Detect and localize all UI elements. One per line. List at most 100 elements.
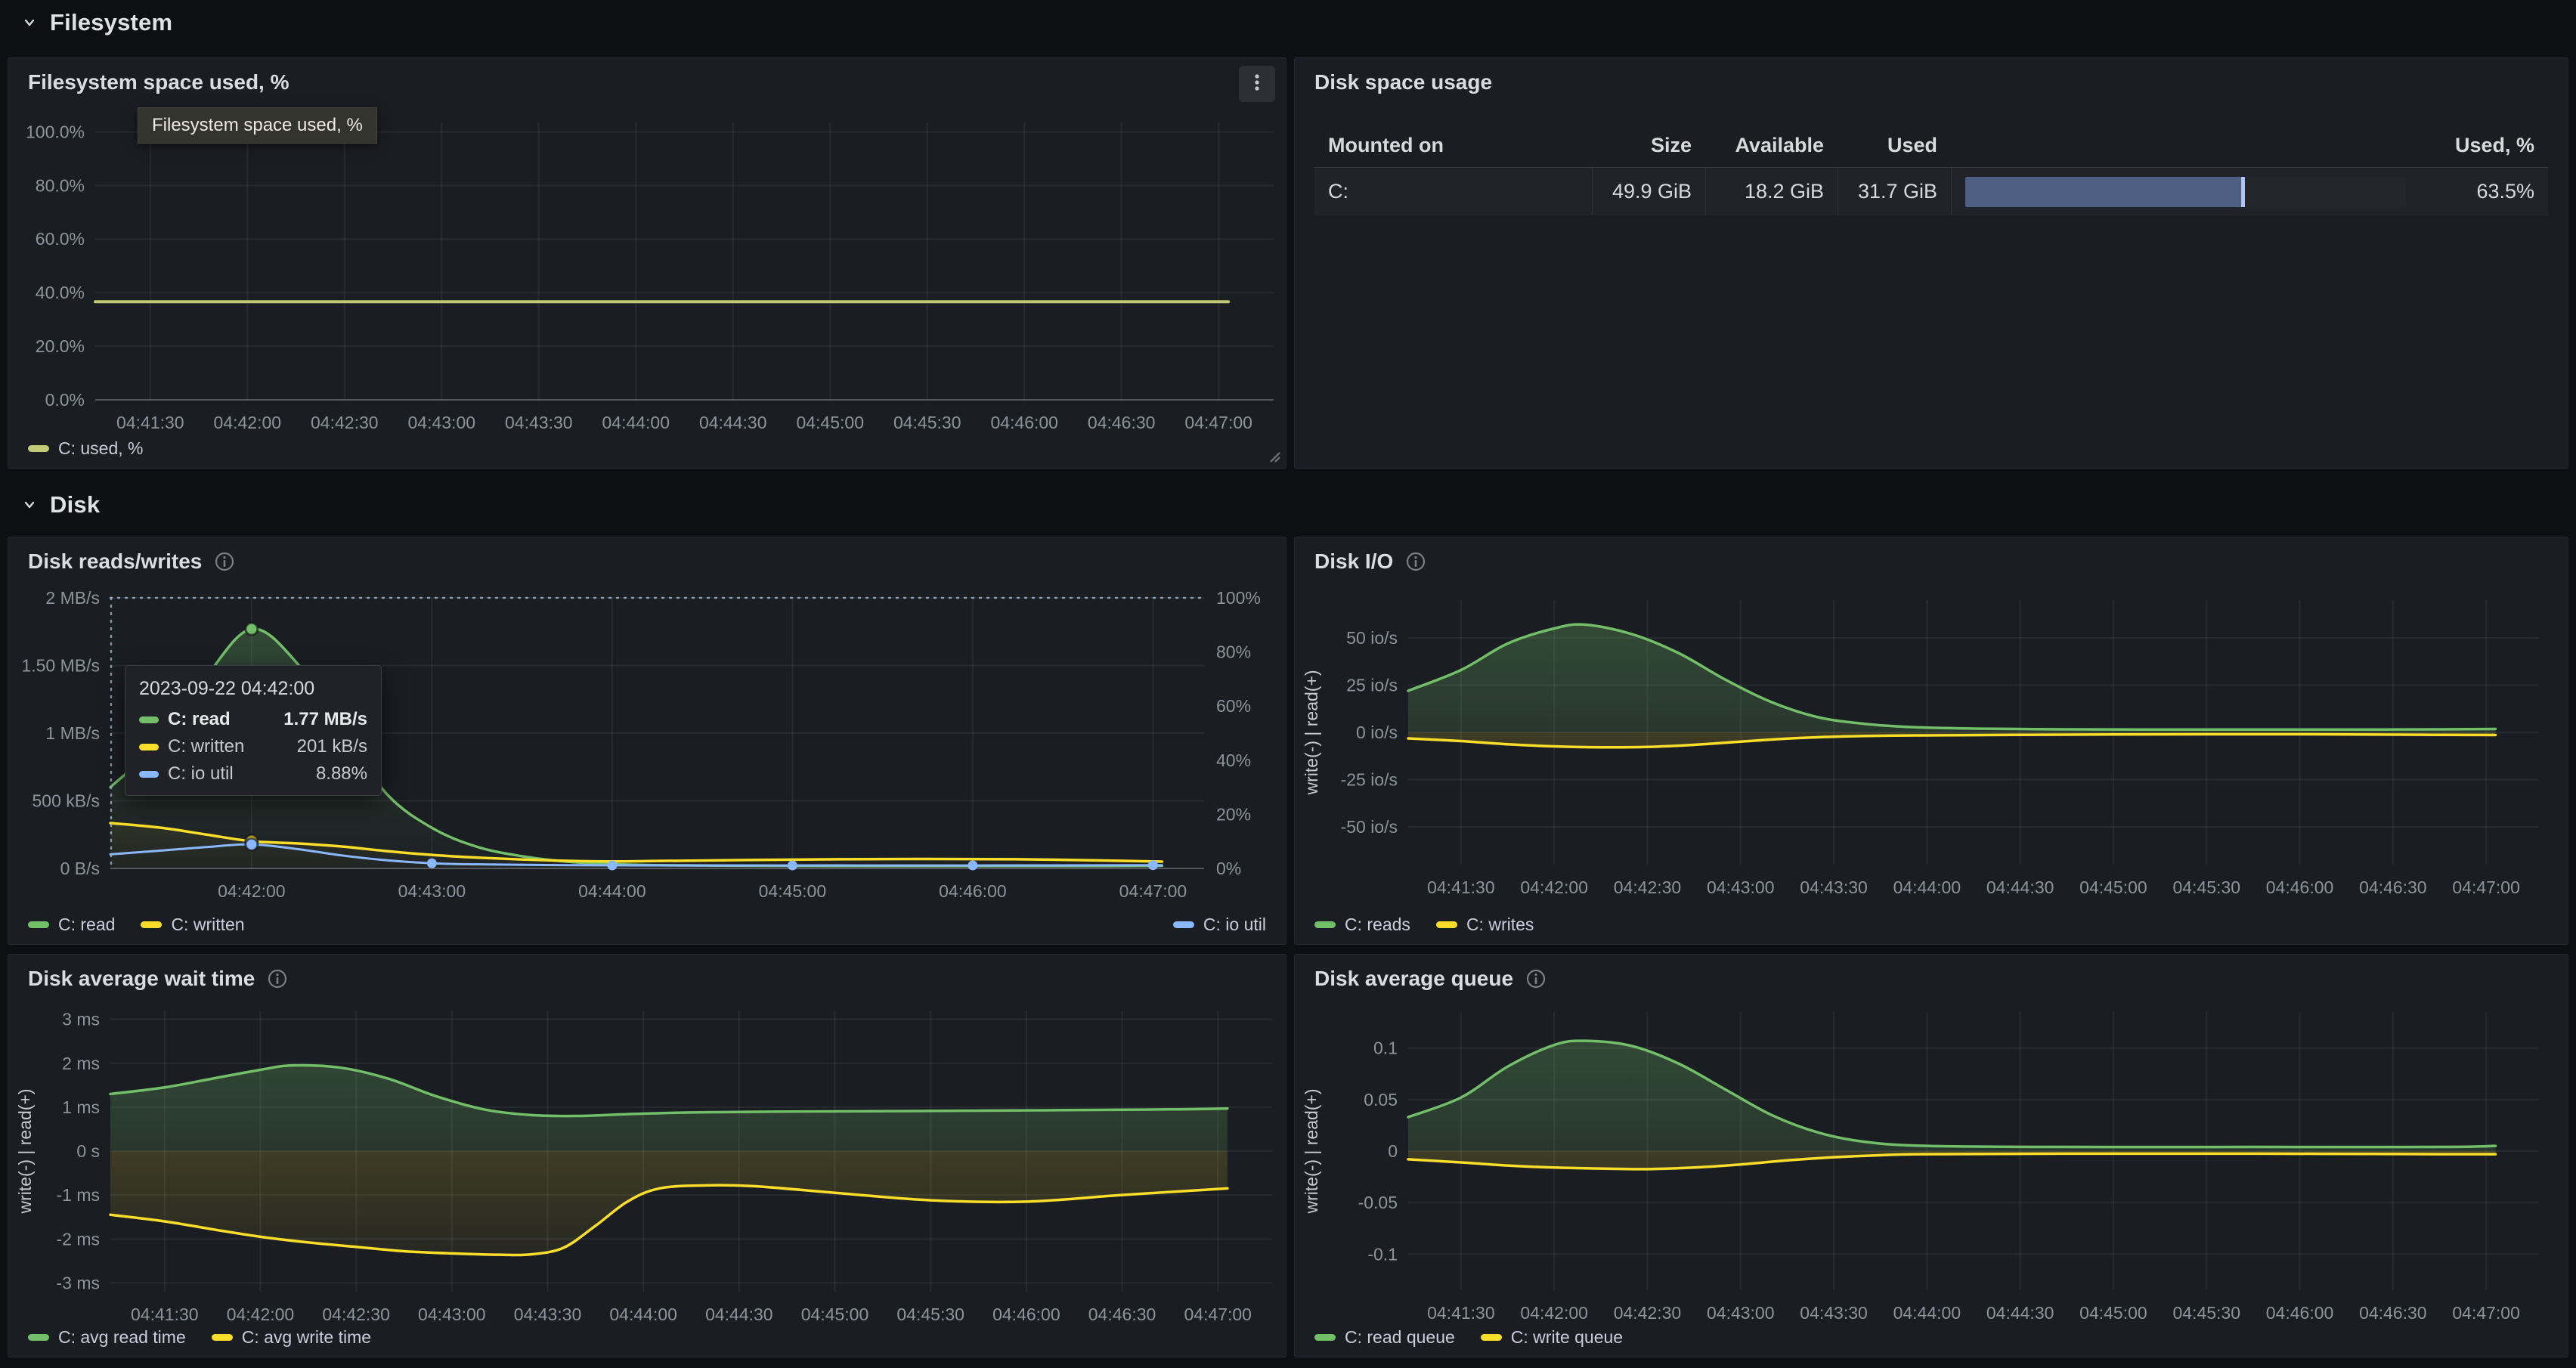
svg-text:04:43:00: 04:43:00 [1707, 877, 1775, 897]
column-header-available[interactable]: Available [1735, 133, 1824, 156]
svg-text:0.05: 0.05 [1364, 1090, 1398, 1110]
chart-legend: C: read C: written C: io util [28, 915, 1266, 935]
legend-swatch-icon [211, 1334, 233, 1341]
svg-text:0.0%: 0.0% [45, 390, 85, 410]
legend-swatch-icon [1435, 921, 1457, 928]
svg-text:04:46:30: 04:46:30 [1088, 413, 1156, 432]
cell-used: 31.7 GiB [1838, 168, 1951, 215]
svg-text:-0.1: -0.1 [1367, 1244, 1398, 1264]
svg-text:80%: 80% [1216, 642, 1251, 662]
svg-text:-25 io/s: -25 io/s [1341, 770, 1398, 790]
info-circle-icon[interactable] [1525, 968, 1547, 989]
resize-corner-icon[interactable] [1265, 447, 1281, 463]
legend-item[interactable]: C: io util [1172, 915, 1266, 935]
svg-text:1.50 MB/s: 1.50 MB/s [21, 656, 100, 676]
svg-text:04:44:30: 04:44:30 [705, 1305, 773, 1324]
svg-text:04:44:30: 04:44:30 [1986, 1303, 2054, 1323]
svg-text:2 ms: 2 ms [62, 1054, 100, 1073]
svg-text:write(-) | read(+): write(-) | read(+) [15, 1088, 35, 1214]
section-header-filesystem[interactable]: Filesystem [20, 9, 172, 36]
table-row: C: 49.9 GiB 18.2 GiB 31.7 GiB 63.5% [1314, 167, 2548, 215]
chart-legend: C: read queue C: write queue [1314, 1327, 2548, 1348]
info-circle-icon[interactable] [214, 551, 235, 572]
column-header-mounted-on[interactable]: Mounted on [1328, 133, 1444, 156]
legend-swatch-icon [141, 921, 163, 928]
column-header-used-pct[interactable]: Used, % [2454, 133, 2534, 156]
svg-text:25 io/s: 25 io/s [1346, 676, 1398, 695]
legend-item[interactable]: C: read queue [1314, 1327, 1455, 1348]
legend-label: C: read queue [1345, 1327, 1455, 1347]
legend-item[interactable]: C: used, % [28, 438, 144, 459]
svg-text:-1 ms: -1 ms [57, 1185, 101, 1205]
legend-item[interactable]: C: avg write time [211, 1327, 371, 1348]
section-label: Disk [50, 491, 101, 518]
panel-menu-button[interactable] [1239, 66, 1275, 102]
svg-text:04:41:30: 04:41:30 [131, 1305, 199, 1324]
svg-text:-2 ms: -2 ms [57, 1229, 101, 1249]
section-label: Filesystem [50, 9, 173, 36]
svg-text:04:46:00: 04:46:00 [992, 1305, 1060, 1324]
svg-text:04:43:00: 04:43:00 [408, 413, 476, 432]
svg-text:-50 io/s: -50 io/s [1341, 817, 1398, 837]
svg-text:04:45:00: 04:45:00 [801, 1305, 869, 1324]
chart-disk-average-queue[interactable]: 0.1 0.05 0 -0.05 -0.1 04:41:30 04:42:00 04:42:3… [1295, 997, 2568, 1329]
svg-text:04:45:30: 04:45:30 [893, 413, 961, 432]
svg-text:0.1: 0.1 [1373, 1038, 1398, 1058]
legend-item[interactable]: C: write queue [1480, 1327, 1623, 1348]
svg-text:04:47:00: 04:47:00 [2452, 877, 2520, 897]
svg-text:04:44:00: 04:44:00 [1893, 877, 1961, 897]
svg-text:04:42:00: 04:42:00 [1520, 877, 1588, 897]
svg-text:0 io/s: 0 io/s [1356, 723, 1398, 742]
svg-text:04:45:00: 04:45:00 [759, 881, 827, 901]
panel-title-text: Disk average queue [1314, 967, 1514, 990]
legend-item[interactable]: C: avg read time [28, 1327, 186, 1348]
svg-text:40.0%: 40.0% [36, 283, 85, 302]
chart-disk-average-wait-time[interactable]: 3 ms 2 ms 1 ms 0 s -1 ms -2 ms -3 ms 04:41:30 04… [8, 997, 1286, 1329]
svg-text:04:42:00: 04:42:00 [218, 881, 286, 901]
svg-text:04:46:30: 04:46:30 [2359, 1303, 2427, 1323]
info-circle-icon[interactable] [1405, 551, 1426, 572]
svg-text:04:47:00: 04:47:00 [2452, 1303, 2520, 1323]
legend-item[interactable]: C: writes [1435, 915, 1534, 935]
table-header-row: Mounted on Size Available Used Used, % [1314, 123, 2548, 167]
svg-text:04:46:00: 04:46:00 [990, 413, 1058, 432]
chart-disk-reads-writes[interactable]: 2 MB/s 1.50 MB/s 1 MB/s 500 kB/s 0 B/s 100% 80… [8, 580, 1286, 905]
svg-text:80.0%: 80.0% [36, 175, 85, 195]
legend-item[interactable]: C: read [28, 915, 115, 935]
svg-text:04:43:30: 04:43:30 [514, 1305, 582, 1324]
svg-text:04:41:30: 04:41:30 [116, 413, 184, 432]
chart-filesystem-space-used[interactable]: 100.0% 80.0% 60.0% 40.0% 20.0% 0.0% 04:41:30 04… [8, 101, 1286, 440]
info-circle-icon[interactable] [267, 968, 288, 989]
svg-text:04:45:00: 04:45:00 [796, 413, 864, 432]
svg-text:04:43:30: 04:43:30 [1800, 1303, 1868, 1323]
svg-text:0 s: 0 s [76, 1141, 100, 1161]
chart-disk-io[interactable]: 50 io/s 25 io/s 0 io/s -25 io/s -50 io/s 04:4… [1295, 580, 2568, 905]
svg-text:1 ms: 1 ms [62, 1097, 100, 1117]
panel-disk-space-usage: Disk space usage Mounted on Size Availab… [1294, 57, 2568, 469]
legend-item[interactable]: C: reads [1314, 915, 1410, 935]
disk-usage-table: Mounted on Size Available Used Used, % C… [1314, 123, 2548, 215]
chart-legend: C: used, % [28, 438, 1266, 459]
legend-swatch-icon [1314, 921, 1336, 928]
panel-title: Disk average queue [1314, 967, 1547, 991]
svg-text:-3 ms: -3 ms [57, 1273, 101, 1292]
svg-text:04:43:00: 04:43:00 [1707, 1303, 1775, 1323]
tooltip-series-name: C: read [168, 709, 231, 729]
svg-text:04:44:30: 04:44:30 [1986, 877, 2054, 897]
column-header-used[interactable]: Used [1887, 133, 1937, 156]
cell-available: 18.2 GiB [1705, 168, 1838, 215]
chart-legend: C: avg read time C: avg write time [28, 1327, 1266, 1348]
tooltip-row: C: io util 8.88% [139, 763, 367, 785]
svg-text:04:46:30: 04:46:30 [2359, 877, 2427, 897]
svg-text:-0.05: -0.05 [1358, 1193, 1398, 1212]
legend-item[interactable]: C: written [141, 915, 245, 935]
series-label-tooltip-text: Filesystem space used, % [152, 115, 363, 135]
svg-text:04:47:00: 04:47:00 [1184, 1305, 1252, 1324]
panel-disk-average-wait-time: Disk average wait time 3 ms 2 ms 1 ms 0 s -1… [8, 954, 1286, 1357]
section-header-disk[interactable]: Disk [20, 491, 100, 518]
column-header-size[interactable]: Size [1650, 133, 1692, 156]
legend-label: C: writes [1466, 915, 1534, 934]
tooltip-series-name: C: written [168, 736, 245, 757]
tooltip-series-value: 8.88% [315, 763, 367, 784]
